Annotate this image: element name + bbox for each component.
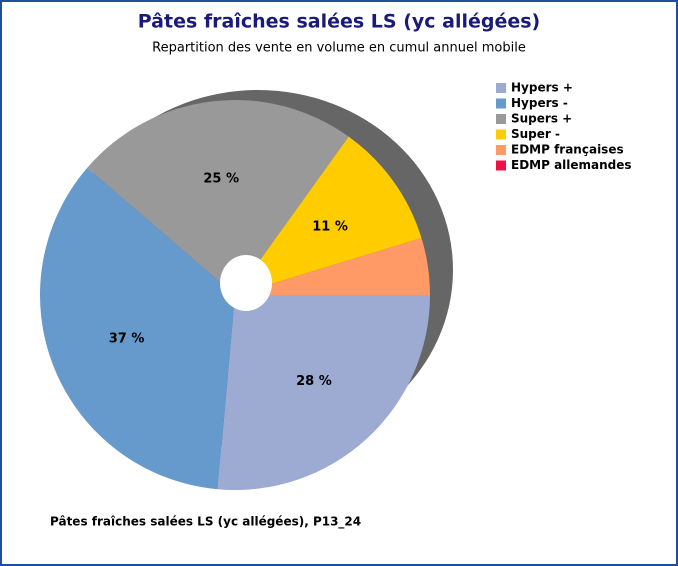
footnote: Pâtes fraîches salées LS (yc allégées), …	[50, 515, 361, 530]
data-label: 37 %	[109, 331, 145, 346]
legend-label: Hypers +	[511, 81, 573, 95]
pie-slice	[217, 295, 430, 490]
legend-label: Hypers -	[511, 96, 568, 110]
legend-label: EDMP françaises	[511, 143, 624, 157]
legend-swatch	[496, 160, 506, 171]
data-label: 11 %	[312, 219, 348, 234]
legend-label: EDMP allemandes	[511, 158, 632, 172]
chart-title: Pâtes fraîches salées LS (yc allégées)	[138, 11, 541, 33]
legend-swatch	[496, 145, 506, 155]
pie-slice	[87, 99, 349, 295]
legend-swatch	[496, 83, 506, 93]
legend-label: Super -	[511, 127, 560, 141]
pie-slice	[235, 238, 430, 295]
legend-swatch	[496, 114, 506, 124]
pie	[40, 99, 430, 490]
legend-swatch	[496, 129, 506, 140]
legend-swatch	[496, 98, 506, 109]
pie-slice	[235, 136, 422, 295]
pie-slice	[40, 167, 235, 490]
data-label: 28 %	[296, 374, 332, 389]
chart-subtitle: Repartition des vente en volume en cumul…	[152, 41, 526, 56]
pie-hole	[220, 255, 272, 311]
data-label: 25 %	[203, 171, 239, 186]
legend-label: Supers +	[511, 112, 572, 126]
